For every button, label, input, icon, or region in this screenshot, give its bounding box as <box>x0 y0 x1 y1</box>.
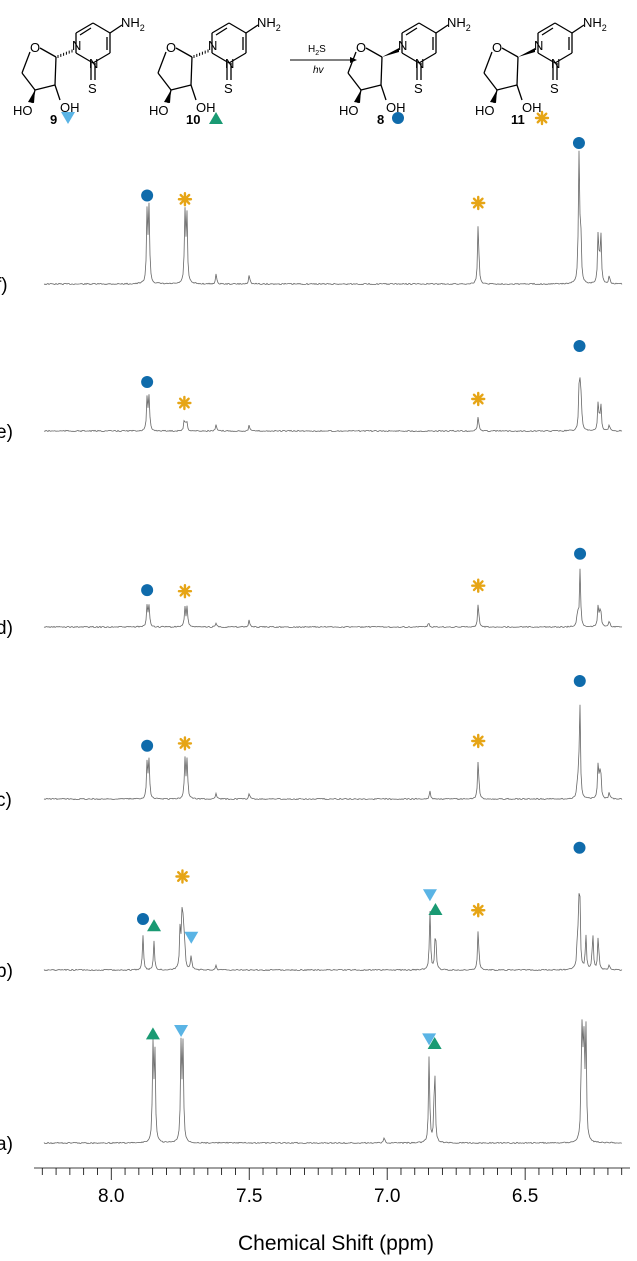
trace-label-c: c) <box>0 790 12 811</box>
nh2-group: NH2 <box>583 15 607 33</box>
trace-label-a: a) <box>0 1134 13 1155</box>
hydroxyl: OH <box>196 100 216 115</box>
ring-n: N <box>415 56 424 71</box>
ring-n: N <box>551 56 560 71</box>
x-tick-label: 7.5 <box>236 1186 262 1207</box>
peak-marker-asterisk-b-9 <box>471 903 486 918</box>
peak-marker-circle-e-0 <box>141 376 154 388</box>
ring-n: N <box>72 38 81 53</box>
peak-marker-circle-c-0 <box>141 739 154 752</box>
trace-labels: f) e) d) c) b) a) <box>0 275 13 1155</box>
peak-marker-asterisk-b-3 <box>175 869 190 884</box>
compound-label-10: 10 <box>186 112 200 127</box>
peak-marker-triangle-down-b-7 <box>422 889 437 902</box>
peak-marker-asterisk-f-6 <box>471 195 486 211</box>
hydroxyl: OH <box>522 100 542 115</box>
peak-marker-circle-f-0 <box>141 189 154 202</box>
peak-marker-asterisk-c-7 <box>471 733 486 749</box>
peak-marker-triangle-up-b-1 <box>147 919 162 932</box>
hydroxyl: HO <box>475 103 495 118</box>
trace-label-d: d) <box>0 618 13 639</box>
structure-11: NN NH2 S O HO OH <box>475 15 607 118</box>
x-axis-title: Chemical Shift (ppm) <box>238 1232 434 1255</box>
compound-label-9: 9 <box>50 112 57 127</box>
peak-marker-circle-d-9 <box>574 547 587 560</box>
compound-label-11: 11 <box>511 112 525 127</box>
ring-n: N <box>534 38 543 53</box>
trace-label-f: f) <box>0 275 8 296</box>
peak-marker-asterisk-d-2 <box>177 584 193 599</box>
spectrum-trace-b <box>43 893 623 972</box>
legend-marker-8 <box>392 112 404 124</box>
legend-marker-10 <box>209 112 223 124</box>
peak-marker-triangle-down-b-5 <box>184 931 199 944</box>
peak-markers <box>136 137 587 1049</box>
hydroxyl: HO <box>149 103 169 118</box>
compound-label-8: 8 <box>377 112 384 127</box>
hydroxyl: OH <box>60 100 80 115</box>
thione-s: S <box>414 81 423 96</box>
thione-s: S <box>88 81 97 96</box>
hydroxyl: OH <box>386 100 406 115</box>
legend-marker-9 <box>61 112 75 124</box>
spectrum-trace-a <box>43 1019 623 1145</box>
nh2-group: NH2 <box>257 15 281 33</box>
ring-n: N <box>89 56 98 71</box>
ring-n: N <box>225 56 234 71</box>
peak-marker-triangle-up-a-0 <box>145 1027 160 1040</box>
ring-n: N <box>398 38 407 53</box>
peak-marker-asterisk-e-2 <box>177 395 192 411</box>
peak-marker-triangle-down-a-5 <box>422 1033 437 1046</box>
hydroxyl: HO <box>13 103 33 118</box>
spectrum-trace-d <box>43 568 623 629</box>
reagent-label: H2S <box>308 44 326 57</box>
x-tick-label: 6.5 <box>512 1186 538 1207</box>
peak-marker-circle-d-0 <box>141 584 154 597</box>
peak-marker-circle-f-7 <box>572 137 585 149</box>
trace-label-e: e) <box>0 422 13 443</box>
peak-marker-circle-b-11 <box>573 841 586 854</box>
x-tick-label: 8.0 <box>98 1186 124 1207</box>
hydroxyl: HO <box>339 103 359 118</box>
peak-marker-asterisk-f-2 <box>177 192 193 207</box>
spectrum-trace-e <box>43 377 623 433</box>
nh2-group: NH2 <box>447 15 471 33</box>
ring-n: N <box>208 38 217 53</box>
peak-marker-triangle-up-a-6 <box>427 1037 442 1049</box>
peak-marker-asterisk-e-6 <box>471 391 486 407</box>
x-axis: 8.0 7.5 7.0 6.5 <box>34 1167 630 1207</box>
x-tick-label: 7.0 <box>374 1186 400 1207</box>
nh2-group: NH2 <box>121 15 145 33</box>
ring-o: O <box>492 40 502 55</box>
peak-marker-triangle-up-b-8 <box>428 903 443 915</box>
structure-8: NN NH2 S O HO OH <box>339 15 471 118</box>
spectrum-trace-f <box>43 150 623 286</box>
trace-label-b: b) <box>0 961 13 982</box>
peak-marker-asterisk-d-7 <box>471 578 486 593</box>
condition-label: hv <box>313 65 325 76</box>
peak-marker-circle-c-9 <box>573 675 586 687</box>
peak-marker-triangle-down-a-2 <box>174 1025 189 1037</box>
thione-s: S <box>224 81 233 96</box>
spectrum-trace-c <box>43 704 623 801</box>
structure-9: NN NH2 S O HO OH <box>13 15 145 118</box>
ring-o: O <box>166 40 176 55</box>
peak-marker-asterisk-c-2 <box>177 736 193 751</box>
legend-marker-11 <box>534 110 550 126</box>
ring-o: O <box>356 40 366 55</box>
thione-s: S <box>550 81 559 96</box>
ring-o: O <box>30 40 40 55</box>
spectra <box>43 150 623 1145</box>
peak-marker-circle-b-0 <box>136 913 149 925</box>
reaction-arrow: H2S hv <box>290 44 357 76</box>
structure-10: NN NH2 S O HO OH <box>149 15 281 118</box>
peak-marker-circle-e-7 <box>573 340 586 352</box>
